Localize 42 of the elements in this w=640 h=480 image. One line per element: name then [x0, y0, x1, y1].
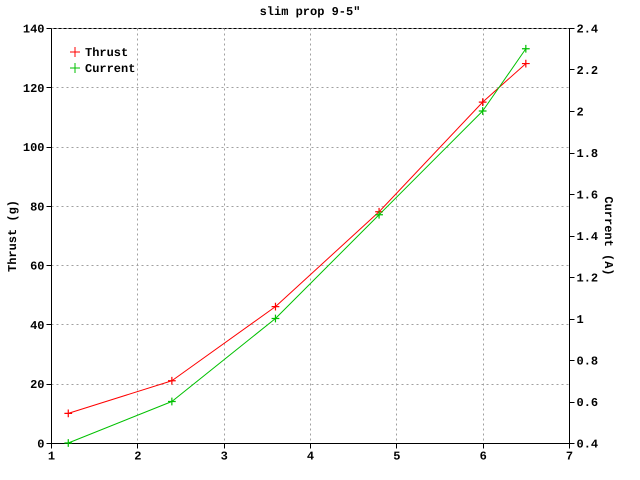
y-tick-label: 120: [22, 82, 44, 96]
y2-tick-label: 2.2: [576, 64, 598, 78]
x-tick-label: 3: [220, 450, 228, 464]
y2-tick-label: 1.8: [576, 147, 598, 161]
point: [521, 59, 530, 68]
y2-tick-label: 0.4: [576, 438, 598, 452]
y2-tick-label: 0.8: [576, 354, 598, 368]
x-tick-label: 2: [134, 450, 142, 464]
y-tick-label: 140: [22, 22, 44, 36]
x-tick-label: 5: [393, 450, 400, 464]
point: [270, 314, 280, 323]
point: [64, 408, 73, 418]
x-tick-label: 1: [48, 450, 56, 464]
y-tick-label: 100: [22, 141, 44, 156]
point: [478, 98, 488, 107]
y-tick-label: 0: [37, 438, 44, 452]
legend-label: Current: [85, 62, 136, 76]
y-tick-label: 60: [30, 260, 44, 274]
point: [167, 397, 176, 406]
y-tick-label: 40: [30, 318, 44, 333]
point: [374, 210, 384, 220]
x-tick-label: 6: [480, 450, 487, 464]
x-tick-label: 4: [306, 450, 314, 464]
y2-tick-label: 1.6: [576, 188, 598, 202]
chart-title: slim prop 9-5": [260, 5, 360, 19]
y2-tick-label: 0.6: [576, 396, 598, 410]
x-tick-label: 7: [566, 450, 574, 464]
y2-tick-label: 1.4: [576, 230, 598, 244]
point: [478, 106, 488, 116]
y2-tick-label: 1.2: [576, 272, 598, 286]
point: [64, 438, 73, 448]
legend-label: Thrust: [85, 46, 128, 60]
y2-axis-title: Current (A): [601, 196, 616, 276]
point: [521, 44, 530, 54]
y-tick-label: 20: [30, 378, 44, 392]
y2-tick-label: 1: [576, 313, 584, 327]
y-tick-label: 80: [30, 200, 44, 214]
y2-tick-label: 2.4: [576, 22, 598, 36]
point: [270, 302, 280, 312]
y2-tick-label: 2: [576, 106, 584, 120]
point: [167, 376, 176, 386]
y-axis-title: Thrust (g): [6, 200, 20, 272]
